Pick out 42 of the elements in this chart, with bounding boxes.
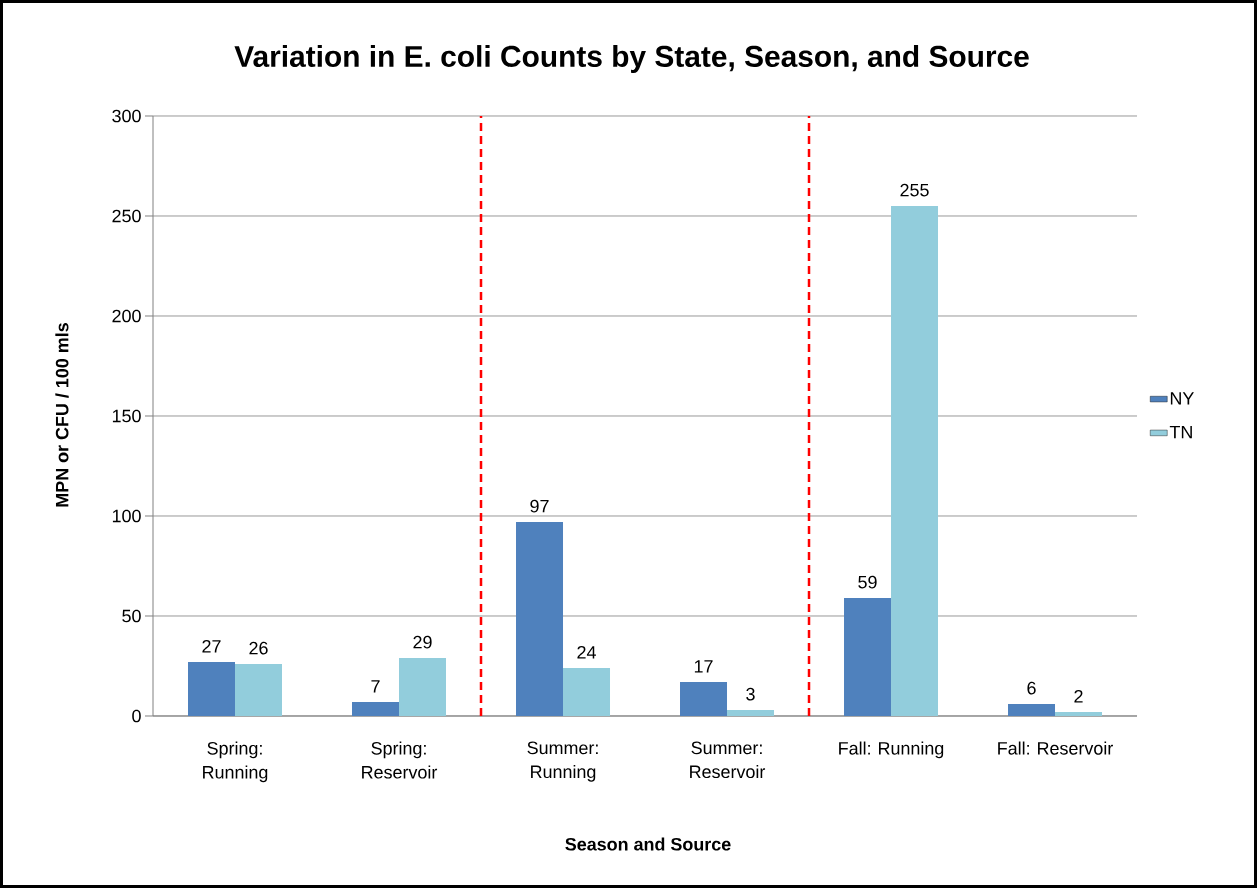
y-axis-title: MPN or CFU / 100 mls xyxy=(55,323,69,507)
bar xyxy=(235,664,282,716)
y-tick-label: 100 xyxy=(112,509,141,523)
y-tick-label: 150 xyxy=(112,409,141,423)
legend-label: NY xyxy=(1170,392,1194,405)
chart-title: Variation in E. coli Counts by State, Season, and Source xyxy=(234,45,1029,73)
bar xyxy=(844,598,892,716)
y-tick-label: 50 xyxy=(122,609,141,623)
bar xyxy=(1008,704,1056,716)
bar xyxy=(352,702,399,716)
data-label: 29 xyxy=(413,635,432,649)
y-tick-label: 0 xyxy=(132,709,141,723)
x-tick-label: Fall: Running xyxy=(839,741,944,759)
data-label: 17 xyxy=(694,660,713,673)
y-tick-label: 200 xyxy=(112,309,141,323)
bar xyxy=(516,522,564,716)
bar xyxy=(563,668,611,716)
bar xyxy=(891,205,939,716)
data-label: 2 xyxy=(1074,689,1083,703)
bar xyxy=(680,682,728,716)
data-label: 97 xyxy=(530,499,549,513)
data-label: 27 xyxy=(202,639,221,653)
data-label: 24 xyxy=(577,645,596,659)
data-label: 3 xyxy=(746,687,755,701)
data-label: 6 xyxy=(1027,681,1036,695)
data-label: 59 xyxy=(858,575,877,589)
x-tick-label: Spring: Reservoir xyxy=(362,741,438,779)
bar xyxy=(399,658,446,716)
x-tick-label: Summer: Running xyxy=(527,741,598,782)
x-tick-label: Summer: Reservoir xyxy=(690,741,766,779)
data-label: 26 xyxy=(249,641,268,655)
x-tick-label: Spring: Running xyxy=(203,741,268,783)
data-label: 255 xyxy=(900,183,929,197)
bar xyxy=(1055,712,1103,716)
x-axis-title: Season and Source xyxy=(565,837,731,851)
bar xyxy=(727,710,775,716)
legend-label: TN xyxy=(1169,425,1192,439)
y-tick-label: 250 xyxy=(112,209,141,223)
data-label: 7 xyxy=(371,680,380,693)
y-tick-label: 300 xyxy=(112,109,141,123)
bar xyxy=(188,662,235,716)
x-tick-label: Fall: Reservoir xyxy=(998,741,1113,755)
